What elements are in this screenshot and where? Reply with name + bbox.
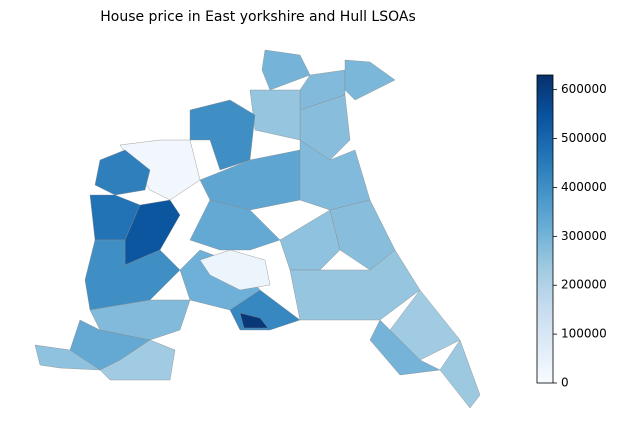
region [261,49,311,91]
colorbar [536,74,554,384]
colorbar-tick-label: 400000 [561,180,607,194]
region [344,59,396,101]
region [279,209,341,271]
region [249,89,301,141]
region [34,344,101,371]
region [369,319,441,376]
region [189,99,256,171]
chart-title: House price in East yorkshire and Hull L… [100,9,416,25]
region [199,249,271,291]
region [239,312,269,329]
colorbar-tick-label: 100000 [561,327,607,341]
region [189,199,281,251]
region [94,149,151,196]
colorbar-tick-label: 300000 [561,229,607,243]
region [439,339,481,409]
colorbar-tick-label: 600000 [561,82,607,96]
region [99,339,176,381]
colorbar-tick-label: 500000 [561,131,607,145]
colorbar-tick-label: 0 [561,376,569,390]
regions [34,49,481,409]
region [329,199,396,271]
colorbar-tick-label: 200000 [561,278,607,292]
